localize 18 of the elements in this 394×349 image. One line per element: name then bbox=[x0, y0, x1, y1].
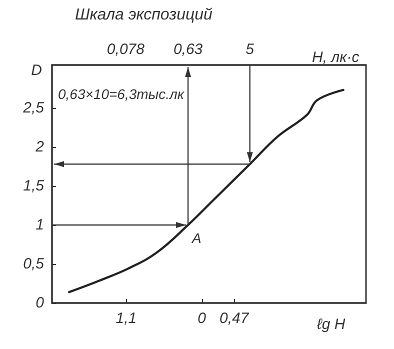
y-tick-label: 0 bbox=[36, 294, 45, 312]
x-tick-label: 0,47 bbox=[219, 310, 250, 327]
x-tick-label: 1,1 bbox=[116, 310, 137, 327]
y-tick-label: 0,5 bbox=[23, 255, 45, 272]
annotation: A bbox=[191, 230, 202, 246]
chart-title: Шкала экспозиций bbox=[75, 6, 213, 24]
y-tick-label: 2,5 bbox=[22, 99, 45, 116]
x2-tick-label: 0,078 bbox=[106, 41, 146, 58]
y-axis-title: D bbox=[31, 62, 42, 79]
annotation: 0,63×10=6,3тыс.лк bbox=[58, 86, 186, 102]
y-tick-label: 1 bbox=[36, 216, 44, 234]
x2-tick-label: 5 bbox=[246, 41, 255, 58]
x2-axis-title: H, лк·с bbox=[312, 49, 360, 66]
x2-tick-label: 0,63 bbox=[173, 41, 204, 58]
x-axis-title: ℓg H bbox=[316, 316, 346, 333]
x-tick-label: 0 bbox=[198, 310, 207, 327]
y-tick-label: 2 bbox=[34, 138, 45, 156]
y-tick-label: 1,5 bbox=[23, 177, 45, 194]
